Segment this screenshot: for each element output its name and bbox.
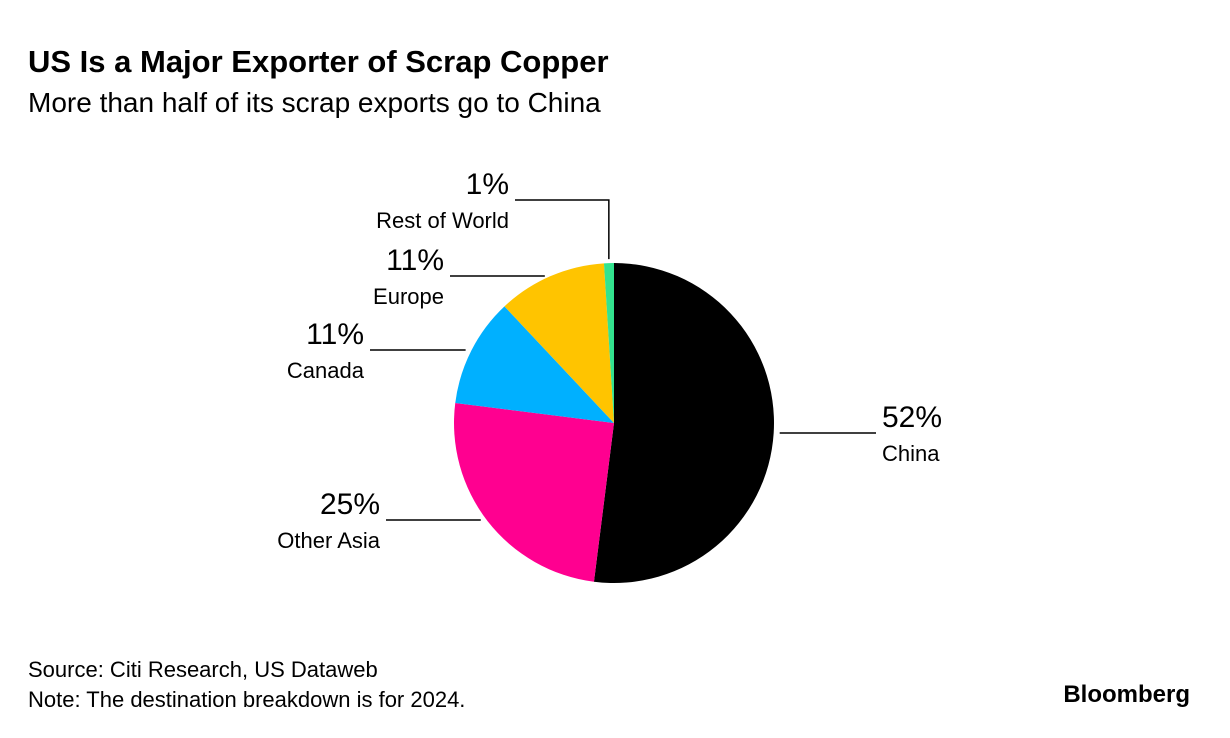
value-label: 11% (386, 244, 444, 277)
category-label: Other Asia (277, 528, 380, 553)
pie-slice (504, 263, 614, 423)
value-label: 52% (882, 401, 942, 434)
pie-slice (603, 263, 614, 423)
note: Note: The destination breakdown is for 2… (28, 687, 465, 712)
pie-slice (454, 402, 614, 582)
brand: Bloomberg (1063, 681, 1190, 708)
pie-slice (593, 263, 774, 583)
leader-line (515, 199, 610, 260)
category-label: Europe (373, 284, 444, 309)
category-label: China (882, 441, 940, 466)
chart-subtitle: More than half of its scrap exports go t… (28, 87, 601, 118)
value-label: 1% (466, 168, 509, 201)
source: Source: Citi Research, US Dataweb (28, 657, 378, 682)
value-label: 25% (320, 488, 380, 521)
value-label: 11% (306, 318, 364, 351)
category-label: Canada (287, 358, 365, 383)
pie-slice (455, 306, 614, 423)
category-label: Rest of World (376, 208, 509, 233)
chart-title: US Is a Major Exporter of Scrap Copper (28, 44, 609, 79)
